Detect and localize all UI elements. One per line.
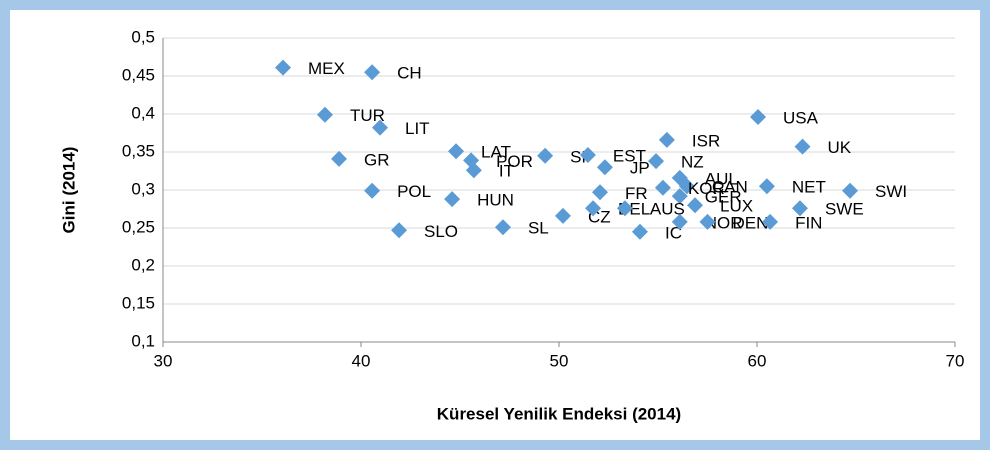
point	[648, 153, 665, 170]
point-label: AUS	[650, 200, 685, 219]
point	[372, 119, 389, 136]
chart-area	[10, 10, 980, 440]
point-label: NET	[792, 178, 826, 197]
y-tick-label: 0,45	[122, 65, 155, 84]
point-label: JP	[630, 159, 650, 178]
x-tick-label: 70	[946, 351, 965, 370]
point	[579, 147, 596, 164]
y-tick-label: 0,35	[122, 141, 155, 160]
point	[448, 143, 465, 160]
point	[537, 147, 554, 164]
y-axis-title: Gini (2014)	[59, 147, 78, 234]
point-label: EST	[613, 147, 646, 166]
point-label: GR	[364, 150, 390, 169]
point-label: LUX	[720, 197, 753, 216]
point-label: TUR	[350, 106, 385, 125]
y-tick-label: 0,25	[122, 217, 155, 236]
point	[364, 182, 381, 199]
point-label: NOR	[705, 213, 743, 232]
point-label: IT	[499, 162, 514, 181]
point-label: AUL	[705, 169, 738, 188]
point-label: DEN	[733, 213, 769, 232]
y-tick-label: 0,3	[131, 179, 155, 198]
point-label: ISR	[692, 131, 720, 150]
point	[391, 222, 408, 239]
x-axis-title: Küresel Yenilik Endeksi (2014)	[437, 404, 681, 423]
point	[591, 184, 608, 201]
point	[671, 188, 688, 205]
point	[494, 219, 511, 236]
point-label: SWI	[875, 182, 907, 201]
point	[749, 109, 766, 126]
point-label: LIT	[405, 119, 430, 138]
point	[274, 59, 291, 76]
point	[616, 200, 633, 217]
point	[658, 131, 675, 148]
x-tick-label: 60	[748, 351, 767, 370]
point-label: HUN	[477, 191, 514, 210]
point-label: CAN	[712, 178, 748, 197]
y-tick-label: 0,5	[131, 27, 155, 46]
point	[316, 106, 333, 123]
point	[762, 213, 779, 230]
point	[758, 178, 775, 195]
point-label: POL	[397, 182, 431, 201]
point	[631, 223, 648, 240]
point	[364, 64, 381, 81]
y-tick-label: 0,2	[131, 255, 155, 274]
point-label: SWE	[825, 200, 864, 219]
x-tick-label: 40	[352, 351, 371, 370]
point-label: KOR	[688, 179, 725, 198]
y-tick-label: 0,1	[131, 331, 155, 350]
point	[671, 213, 688, 230]
y-tick-label: 0,4	[131, 103, 155, 122]
point	[687, 197, 704, 214]
y-tick-label: 0,15	[122, 293, 155, 312]
point	[596, 159, 613, 176]
point-label: SL	[528, 219, 549, 238]
point	[791, 200, 808, 217]
point-label: SLO	[424, 222, 458, 241]
point	[678, 178, 695, 195]
point-label: FR	[625, 184, 648, 203]
point-label: UK	[828, 138, 852, 157]
point-label: USA	[783, 109, 819, 128]
point	[794, 138, 811, 155]
point	[842, 182, 859, 199]
x-tick-label: 50	[550, 351, 569, 370]
point-label: CH	[397, 64, 422, 83]
point	[554, 207, 571, 224]
point	[331, 150, 348, 167]
x-tick-label: 30	[154, 351, 173, 370]
point-label: FIN	[795, 213, 822, 232]
point	[699, 213, 716, 230]
point	[444, 191, 461, 208]
point	[465, 162, 482, 179]
point-label: GER	[705, 188, 742, 207]
point-label: POR	[496, 152, 533, 171]
point-label: NZ	[681, 153, 704, 172]
point-label: MEX	[308, 59, 345, 78]
point	[585, 200, 602, 217]
point	[654, 179, 671, 196]
point-label: IC	[665, 223, 682, 242]
point-label: LAT	[481, 143, 511, 162]
